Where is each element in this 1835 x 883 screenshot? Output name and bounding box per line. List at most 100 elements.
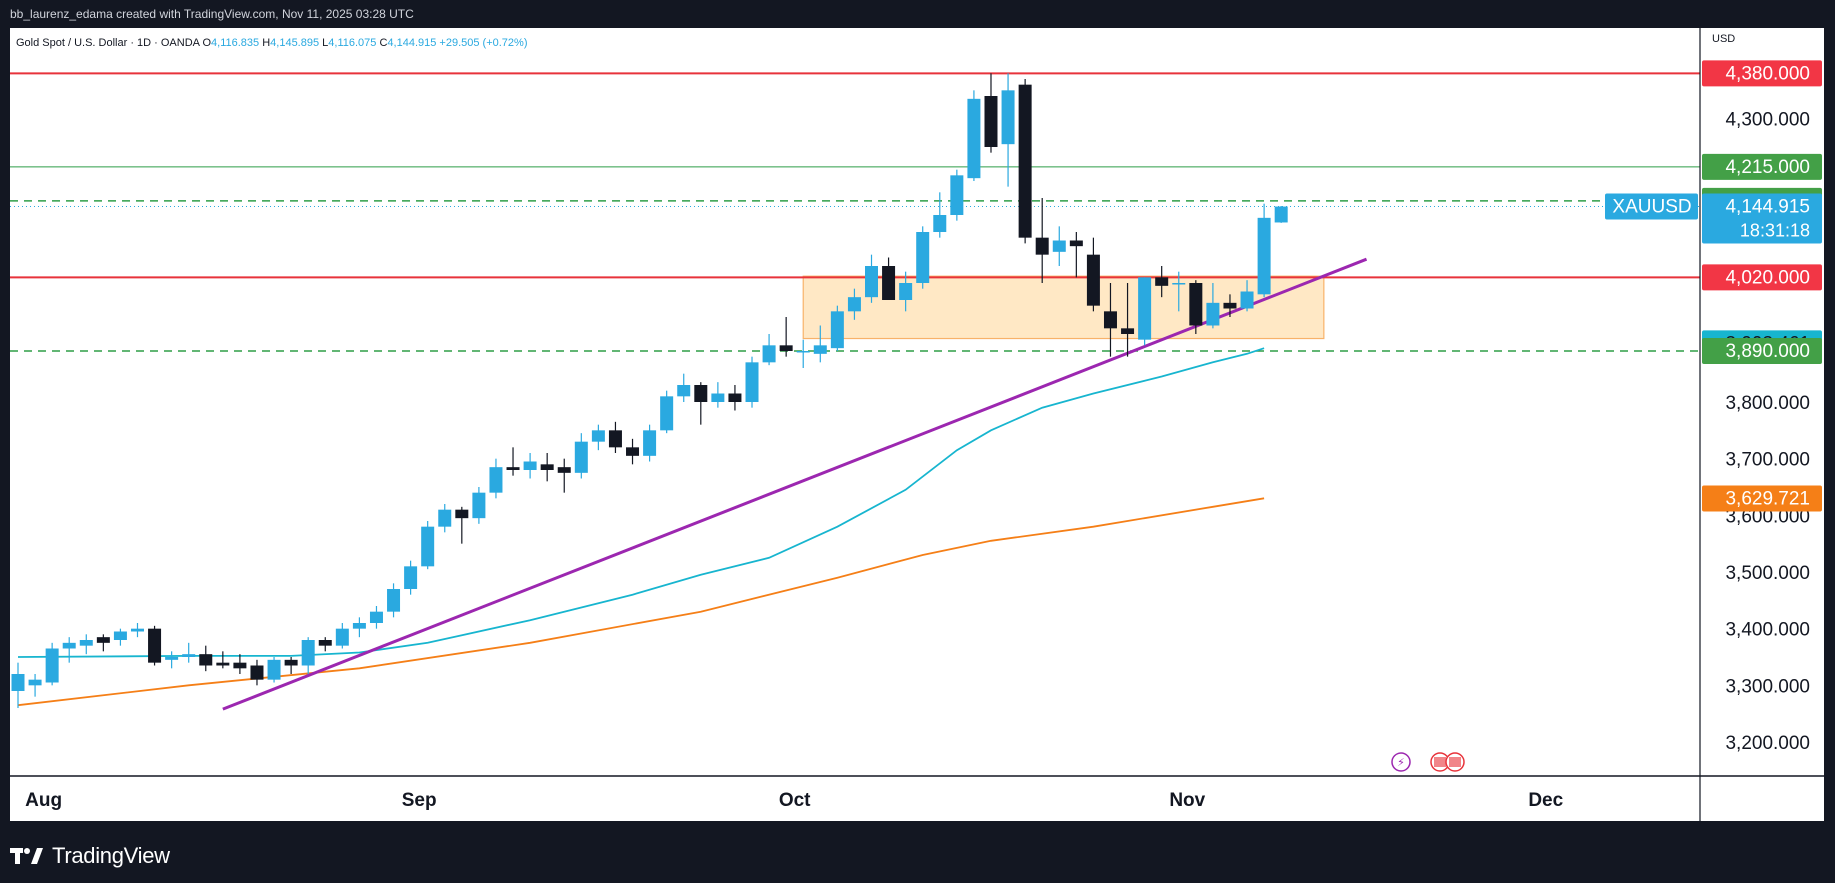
candle-body [626,447,640,456]
candle-body [404,566,418,589]
candle-body [301,640,315,666]
currency-label: USD [1712,33,1735,45]
symbol-tag [1605,193,1698,220]
candle-body [1086,254,1100,306]
price-label-value: 4,144.915 [1725,197,1810,218]
candle-body [148,628,162,663]
legend-part: 4,144.915 [387,37,439,49]
price-label-tag [1702,60,1822,87]
x-tick-label: Oct [779,790,811,811]
tradingview-wordmark: TradingView [52,843,170,868]
candle-body [694,385,708,402]
candle-body [1206,302,1220,326]
candle-body [455,509,469,519]
candle-body [96,637,110,643]
symbol-ohlc-legend[interactable]: Gold Spot / U.S. Dollar · 1D · OANDA O4,… [16,37,528,49]
candle-body [574,441,588,473]
candle-body [762,345,776,363]
candle-body [267,659,281,680]
candle-body [677,385,691,397]
candle-body [1223,302,1237,309]
x-tick-label: Sep [402,790,437,811]
candle-body [660,396,674,431]
candle-body [779,345,793,351]
y-tick-label: 3,800.000 [1725,393,1810,414]
candle-body [1138,277,1152,340]
chart-frame: ⚡ Aug Sep Oct Nov Dec USD 4,300.000 3,800.000 3,7… [10,28,1824,821]
candle-body [387,589,401,612]
candle-body [506,467,520,470]
candle-body [984,96,998,147]
candle-body [1001,90,1015,145]
candle-body [233,662,247,669]
candle-body [796,351,810,353]
legend-part: Gold Spot / U.S. Dollar · 1D · OANDA [16,37,202,49]
candle-body [1240,291,1254,309]
candle-body [165,657,179,660]
legend-part: 4,116.835 [211,37,262,49]
candle-body [421,526,435,567]
candle-body [711,393,725,402]
candle-body [1052,240,1066,252]
tradingview-logo-icon [10,848,43,864]
legend-part: O [202,37,211,49]
candle-body [1069,240,1083,247]
price-label-value: 3,629.721 [1725,488,1810,509]
candle-body [591,430,605,442]
price-label-tag [1702,153,1822,180]
candle-body [1257,217,1271,295]
candle-body [489,467,503,493]
moving-average-slow [17,497,1265,707]
price-label-value: 4,380.000 [1725,63,1810,84]
candle-body [1189,283,1203,326]
candle-body [830,311,844,349]
candle-body [540,464,554,470]
candle-body [130,628,144,632]
candle-body [1035,237,1049,255]
lightning-glyph: ⚡ [1397,756,1405,769]
candle-body [865,266,878,298]
moving-average-fast [17,347,1265,658]
y-tick-label: 3,600.000 [1725,506,1810,527]
legend-part: H [262,37,270,49]
candle-body [899,283,913,300]
candle-body [438,509,452,527]
price-label-value: 4,215.000 [1725,157,1810,178]
legend-part: L [322,37,328,49]
candle-body [967,98,981,179]
candle-body [45,648,59,683]
trendline [222,257,1368,711]
price-label-countdown: 18:31:18 [1740,221,1810,241]
candle-body [250,665,264,680]
candle-body [318,640,332,646]
event-flag-icon [1449,757,1461,767]
y-tick-label: 3,500.000 [1725,563,1810,584]
candle-body [11,674,25,691]
legend-part: +29.505 (+0.72%) [439,37,527,49]
price-label-tag [1702,264,1822,291]
candle-body [882,266,896,300]
candle-body [557,467,571,473]
tradingview-logo[interactable]: TradingView [10,843,170,869]
candle-body [216,662,230,666]
candle-body [728,393,742,402]
candle-body [369,611,383,623]
candle-body [745,362,759,402]
candle-body [79,640,93,646]
candle-body [847,297,861,312]
candle-body [916,232,930,283]
event-lightning-icon [1391,752,1411,772]
attribution-text: bb_laurenz_edama created with TradingVie… [10,7,414,21]
candle-body [28,679,42,686]
y-tick-label: 3,200.000 [1725,733,1810,754]
x-tick-label: Nov [1169,790,1205,811]
y-tick-label: 3,700.000 [1725,450,1810,471]
price-label-tag [1702,193,1822,244]
price-label-tag [1702,338,1822,364]
candle-body [1103,311,1117,329]
chart-canvas[interactable]: ⚡ Aug Sep Oct Nov Dec USD 4,300.000 3,800.000 3,7… [10,28,1824,821]
candle-body [1172,283,1186,285]
candle-body [1121,328,1135,334]
legend-part: 4,116.075 [328,37,379,49]
candle-body [199,654,213,666]
